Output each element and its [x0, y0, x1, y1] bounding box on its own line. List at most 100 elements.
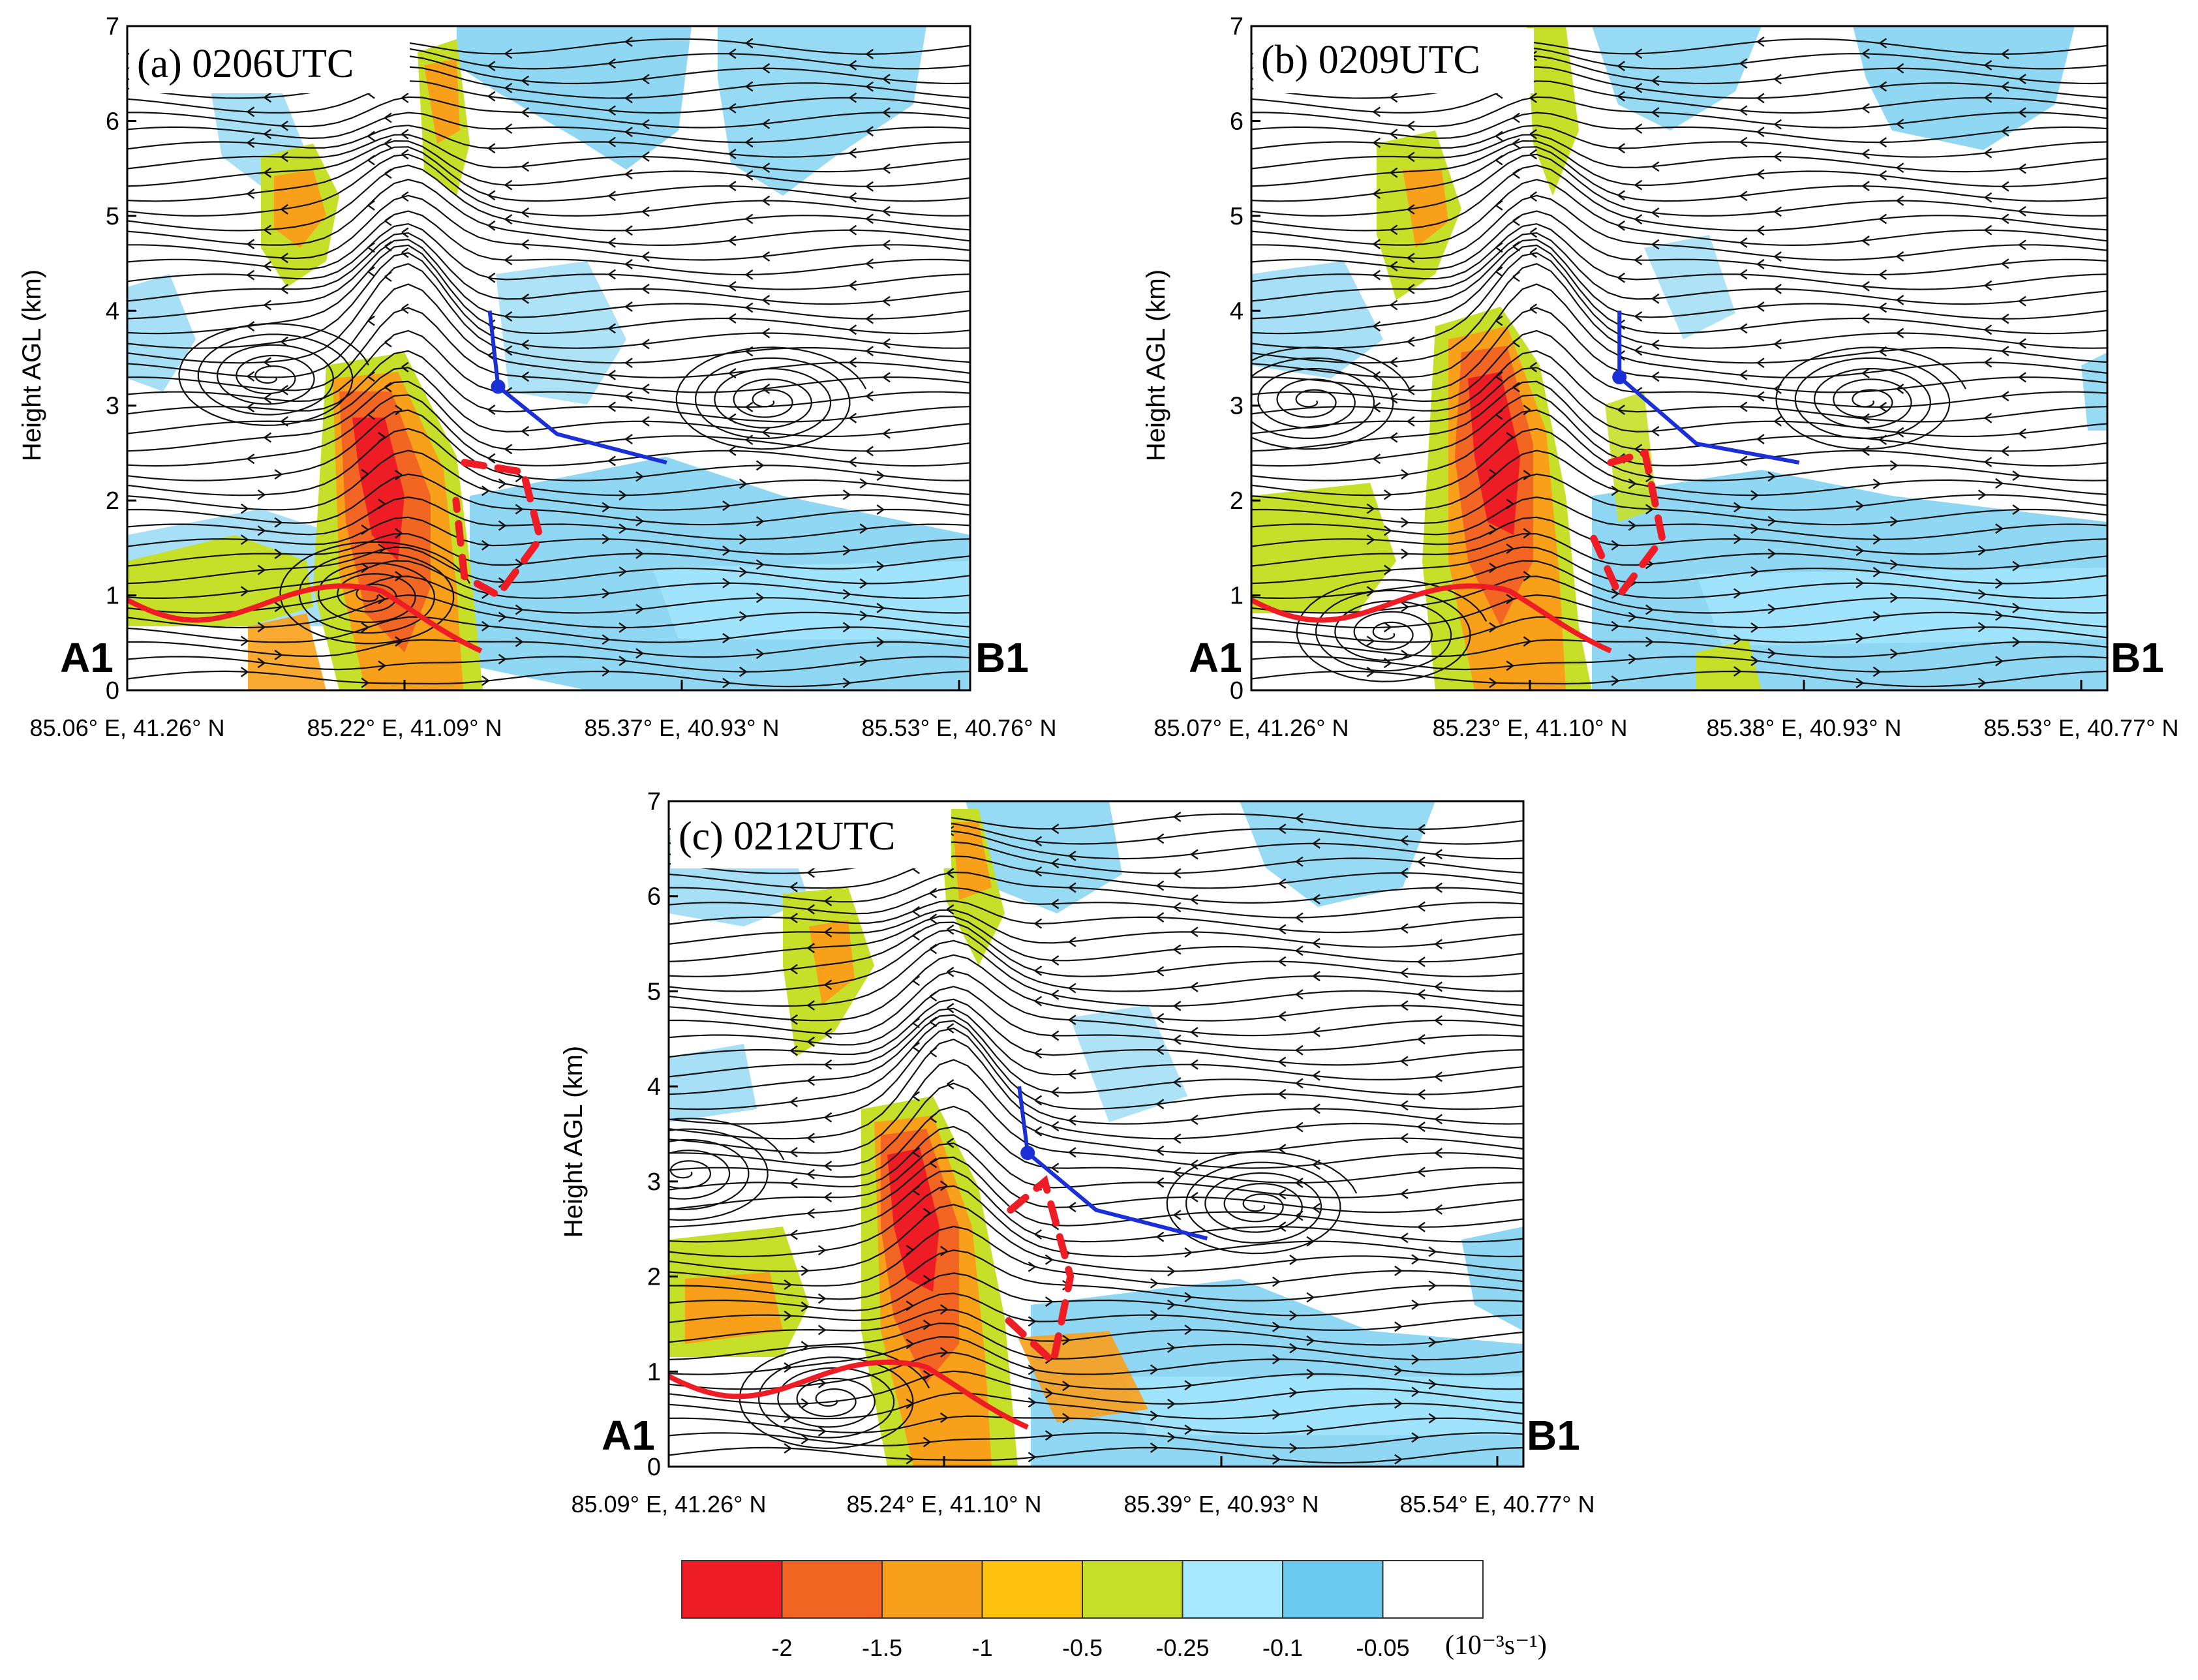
stream-arrow: [1634, 345, 1643, 356]
stream-arrow: [1862, 102, 1870, 114]
stream-arrow: [1855, 633, 1863, 644]
stream-arrow: [618, 656, 626, 666]
stream-arrow: [1645, 604, 1653, 615]
stream-arrow: [1984, 59, 1992, 70]
stream-arrow: [1512, 241, 1520, 252]
stream-arrow: [401, 191, 409, 202]
stream-arrow: [264, 299, 272, 311]
stream-arrow: [635, 603, 643, 615]
vortex: [1775, 346, 1966, 450]
stream-arrow: [2019, 74, 2026, 85]
stream-arrow: [281, 204, 288, 215]
stream-arrow: [762, 195, 771, 206]
stream-arrow: [515, 504, 523, 515]
stream-arrow: [1750, 490, 1758, 501]
stream-arrow: [1313, 1159, 1320, 1170]
streamline: [669, 909, 1523, 948]
streamline: [1251, 244, 2107, 335]
stream-arrow: [1156, 1145, 1165, 1156]
stream-arrow: [1740, 455, 1748, 466]
streamline: [1251, 194, 2107, 261]
stream-arrow: [1995, 656, 2003, 667]
stream-arrow: [1366, 503, 1375, 514]
colorbar-cell: [681, 1560, 783, 1619]
stream-arrow: [1977, 545, 1986, 556]
stream-arrow: [1028, 1261, 1036, 1272]
stream-arrow: [521, 75, 530, 86]
streamline: [1251, 670, 2107, 688]
stream-arrow: [1512, 271, 1520, 283]
stream-arrow: [1069, 1202, 1076, 1213]
streamline: [1251, 380, 2107, 452]
stream-arrow: [729, 368, 737, 379]
stream-arrow: [1652, 75, 1660, 86]
stream-arrow: [1411, 1432, 1419, 1443]
stream-arrow: [1896, 328, 1904, 339]
stream-arrow: [1289, 1343, 1297, 1354]
stream-arrow: [762, 63, 771, 74]
streamline: [669, 1292, 1523, 1332]
stream-arrow: [807, 1133, 816, 1144]
stream-arrow: [264, 224, 272, 236]
stream-arrow: [1617, 190, 1625, 201]
stream-arrow: [1984, 324, 1992, 335]
streamline: [127, 134, 970, 173]
panel-c-streamlines: [669, 810, 1523, 1465]
stream-arrow: [2019, 163, 2026, 174]
stream-arrow: [1977, 677, 1986, 688]
stream-arrow: [384, 138, 392, 149]
stream-arrow: [257, 622, 266, 633]
stream-arrow: [1407, 384, 1415, 395]
stream-arrow: [401, 149, 409, 160]
stream-arrow: [947, 924, 954, 935]
stream-arrow: [1028, 1316, 1036, 1327]
stream-arrow: [1611, 588, 1619, 599]
stream-arrow: [762, 384, 771, 395]
stream-arrow: [384, 168, 392, 179]
stream-arrow: [1034, 1048, 1043, 1059]
stream-arrow: [1984, 280, 1992, 291]
stream-arrow: [1489, 562, 1497, 573]
stream-arrow: [1296, 1045, 1304, 1056]
stream-arrow: [762, 162, 771, 174]
stream-arrow: [1279, 878, 1287, 889]
stream-arrow: [947, 966, 954, 977]
stream-arrow: [883, 206, 891, 217]
stream-arrow: [866, 258, 874, 269]
stream-arrow: [1977, 489, 1986, 500]
stream-arrow: [1034, 965, 1043, 976]
stream-arrow: [504, 123, 513, 134]
stream-arrow: [790, 1146, 798, 1157]
stream-arrow: [817, 1293, 826, 1304]
ytick-label: 1: [647, 1358, 661, 1386]
stream-arrow: [1855, 577, 1863, 588]
stream-arrow: [929, 1157, 938, 1168]
stream-arrow: [602, 534, 609, 545]
stream-arrow: [1889, 516, 1898, 527]
stream-arrow: [859, 578, 867, 589]
stream-arrow: [923, 1369, 931, 1381]
stream-arrow: [1069, 882, 1076, 893]
streamline: [127, 546, 970, 585]
colorbar-cell: [1282, 1560, 1384, 1619]
stream-arrow: [274, 548, 282, 559]
vortex: [178, 322, 369, 427]
streamline: [669, 985, 1523, 1051]
streamline: [669, 1225, 1523, 1287]
stream-arrow: [1896, 195, 1904, 206]
ytick-label: 6: [1230, 108, 1244, 135]
stream-arrow: [1390, 167, 1398, 178]
stream-arrow: [367, 242, 375, 253]
stream-arrow: [2002, 48, 2009, 59]
ytick-label: 5: [1230, 203, 1244, 230]
stream-arrow: [401, 247, 409, 258]
stream-arrow: [1184, 1292, 1192, 1303]
streamline: [1251, 496, 2107, 540]
stream-arrow: [1401, 868, 1409, 879]
stream-arrow: [1383, 489, 1392, 500]
stream-arrow: [1767, 648, 1775, 659]
stream-arrow: [876, 637, 884, 647]
stream-arrow: [790, 1178, 798, 1189]
stream-arrow: [1051, 1121, 1060, 1132]
xtick-label: 85.23° E, 41.10° N: [1433, 714, 1628, 741]
